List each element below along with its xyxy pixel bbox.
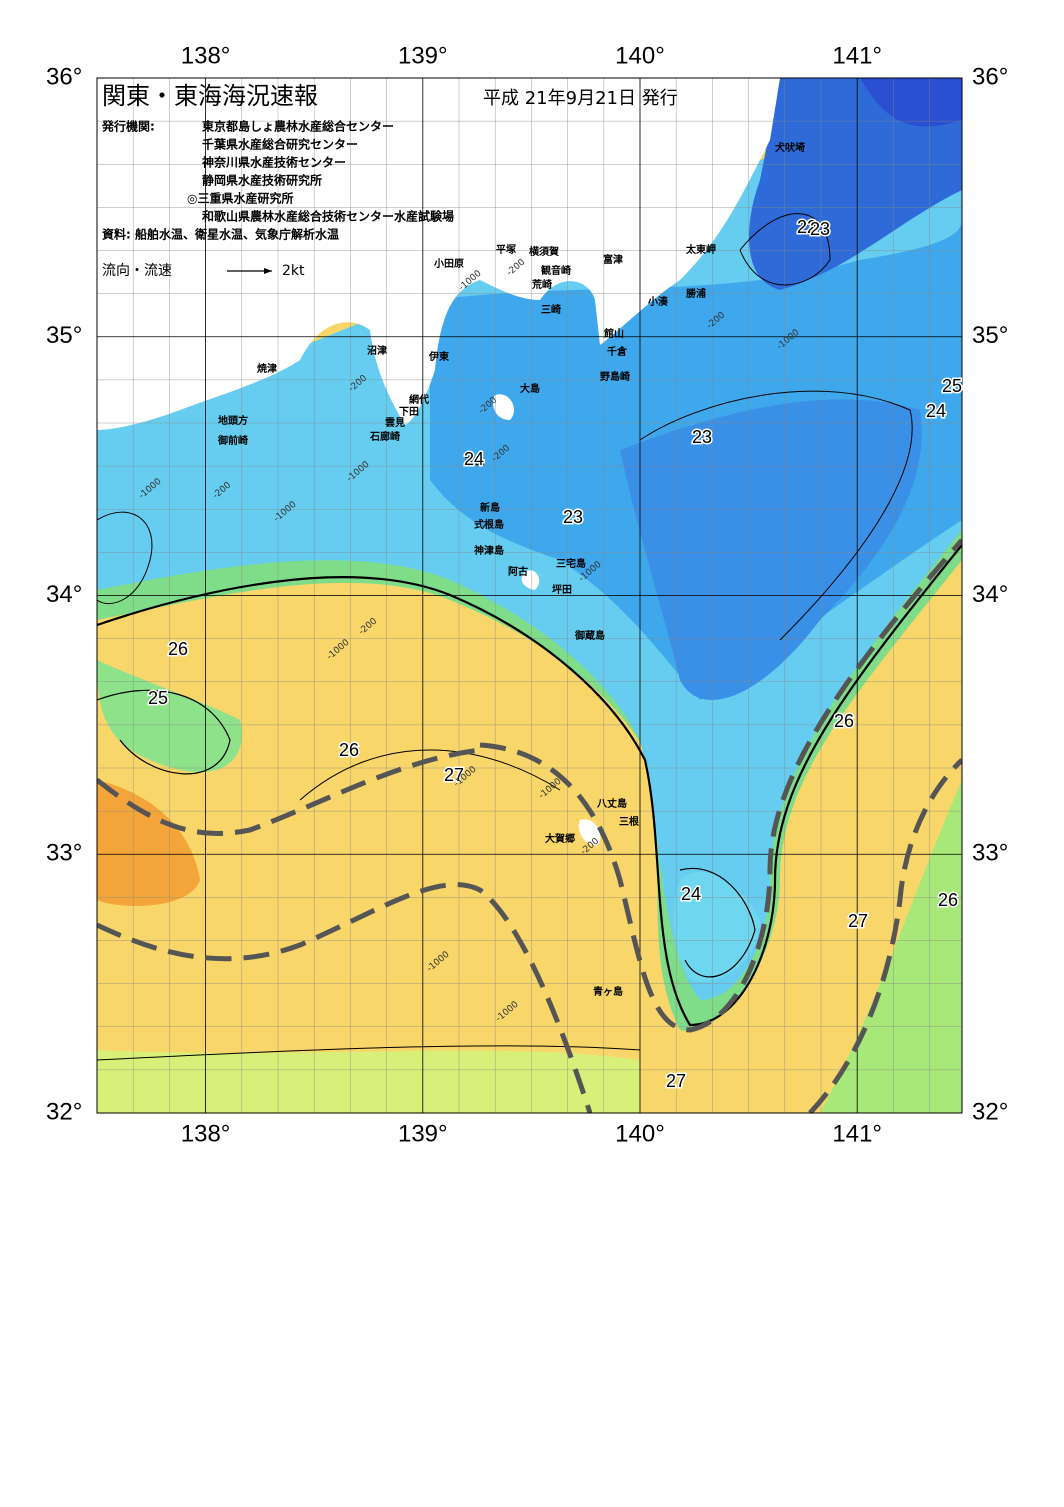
temperature-label: 22 bbox=[797, 217, 817, 237]
lat-tick-label: 35° bbox=[972, 322, 1008, 349]
place-name: 大島 bbox=[520, 382, 540, 395]
temperature-label: 23 bbox=[563, 507, 583, 527]
lon-tick-label: 140° bbox=[615, 42, 665, 69]
place-name: 網代 bbox=[409, 393, 429, 406]
publishers-label: 発行機関: bbox=[101, 119, 155, 134]
temperature-label: 27 bbox=[666, 1071, 686, 1091]
lat-tick-label: 36° bbox=[972, 63, 1008, 90]
title: 関東・東海海況速報 bbox=[102, 82, 318, 110]
place-name: 平塚 bbox=[496, 243, 516, 256]
place-name: 下田 bbox=[399, 406, 419, 418]
place-name: 石廊崎 bbox=[369, 430, 400, 443]
lat-tick-label: 33° bbox=[46, 840, 82, 867]
lon-tick-label: 138° bbox=[181, 1120, 231, 1147]
place-name: 犬吠埼 bbox=[775, 141, 805, 154]
place-name: 利島 bbox=[465, 455, 485, 468]
lon-tick-label: 141° bbox=[832, 42, 882, 69]
temperature-label: 27 bbox=[444, 765, 464, 785]
place-name: 三宅島 bbox=[556, 557, 586, 570]
place-name: 坪田 bbox=[552, 583, 572, 596]
place-name: 新島 bbox=[480, 501, 500, 514]
temperature-label: 23 bbox=[692, 427, 712, 447]
place-name: 御前崎 bbox=[217, 434, 248, 447]
place-name: 御蔵島 bbox=[574, 629, 605, 642]
place-name: 青ヶ島 bbox=[593, 985, 623, 998]
place-name: 富津 bbox=[603, 253, 623, 266]
place-name: 太東岬 bbox=[685, 243, 716, 256]
legend-arrowhead bbox=[264, 268, 272, 274]
temperature-label: 26 bbox=[168, 639, 188, 659]
place-name: 神津島 bbox=[474, 544, 504, 557]
temperature-label: 26 bbox=[938, 890, 958, 910]
lat-tick-label: 32° bbox=[46, 1098, 82, 1125]
lon-tick-label: 138° bbox=[181, 42, 231, 69]
temperature-label: 24 bbox=[681, 884, 701, 904]
place-name: 観音崎 bbox=[541, 264, 571, 277]
lon-tick-label: 139° bbox=[398, 1120, 448, 1147]
place-name: 焼津 bbox=[257, 362, 277, 375]
temperature-label: 24 bbox=[464, 449, 484, 469]
publisher: 静岡県水産技術研究所 bbox=[202, 173, 322, 188]
place-name: 伊東 bbox=[428, 350, 449, 363]
map-frame bbox=[96, 77, 963, 1114]
place-name: 荒崎 bbox=[531, 278, 552, 291]
labels: 138° 138° 139° 139° 140° 140° 141° 141° 36° 36° 35… bbox=[46, 42, 1008, 1147]
issue-date: 平成 21年9月21日 発行 bbox=[483, 88, 678, 109]
contours bbox=[97, 213, 962, 1113]
publisher: 神奈川県水産技術センター bbox=[202, 155, 346, 170]
legend-label: 流向・流速 bbox=[102, 263, 172, 279]
publisher: ◎三重県水産研究所 bbox=[187, 191, 293, 206]
place-name: 千倉 bbox=[607, 345, 628, 358]
publisher: 千葉県水産総合研究センター bbox=[202, 137, 358, 152]
place-name: 館山 bbox=[603, 327, 624, 340]
publisher: 和歌山県農林水産総合技術センター水産試験場 bbox=[201, 209, 454, 224]
lat-tick-label: 34° bbox=[46, 581, 82, 608]
temperature-label: 27 bbox=[848, 911, 868, 931]
lon-tick-label: 139° bbox=[398, 42, 448, 69]
place-name: 式根島 bbox=[474, 518, 504, 531]
place-name: 横須賀 bbox=[529, 245, 559, 258]
lon-tick-label: 140° bbox=[615, 1120, 665, 1147]
place-name: 野島崎 bbox=[600, 370, 630, 383]
temperature-label: 25 bbox=[942, 376, 962, 396]
publisher: 東京都島しょ農林水産総合センター bbox=[202, 119, 394, 134]
place-name: 大賀郷 bbox=[545, 832, 575, 845]
lat-tick-label: 34° bbox=[972, 581, 1008, 608]
lat-tick-label: 33° bbox=[972, 840, 1008, 867]
place-name: 小湊 bbox=[647, 295, 669, 308]
lat-tick-label: 35° bbox=[46, 322, 82, 349]
place-name: 勝浦 bbox=[686, 287, 706, 300]
temperature-label: 24 bbox=[926, 401, 946, 421]
publishers: 東京都島しょ農林水産総合センター千葉県水産総合研究センター神奈川県水産技術センタ… bbox=[187, 119, 454, 224]
source: 資料: 船舶水温、衛星水温、気象庁解析水温 bbox=[102, 227, 339, 242]
lat-tick-label: 32° bbox=[972, 1098, 1008, 1125]
temperature-label: 26 bbox=[339, 740, 359, 760]
lon-tick-label: 141° bbox=[832, 1120, 882, 1147]
temperature-label: 23 bbox=[810, 219, 830, 239]
legend-unit: 2kt bbox=[282, 263, 305, 279]
lat-tick-label: 36° bbox=[46, 63, 82, 90]
temperature-label: 25 bbox=[148, 688, 168, 708]
place-name: 沼津 bbox=[367, 344, 387, 357]
place-name: 小田原 bbox=[433, 257, 464, 270]
temperature-label: 26 bbox=[834, 711, 854, 731]
place-name: 八丈島 bbox=[596, 797, 627, 810]
place-name: 三根 bbox=[619, 815, 639, 828]
place-name: 三崎 bbox=[541, 303, 561, 316]
place-name: 雲見 bbox=[385, 417, 405, 429]
place-name: 地頭方 bbox=[218, 414, 248, 427]
place-name: 阿古 bbox=[508, 565, 528, 578]
